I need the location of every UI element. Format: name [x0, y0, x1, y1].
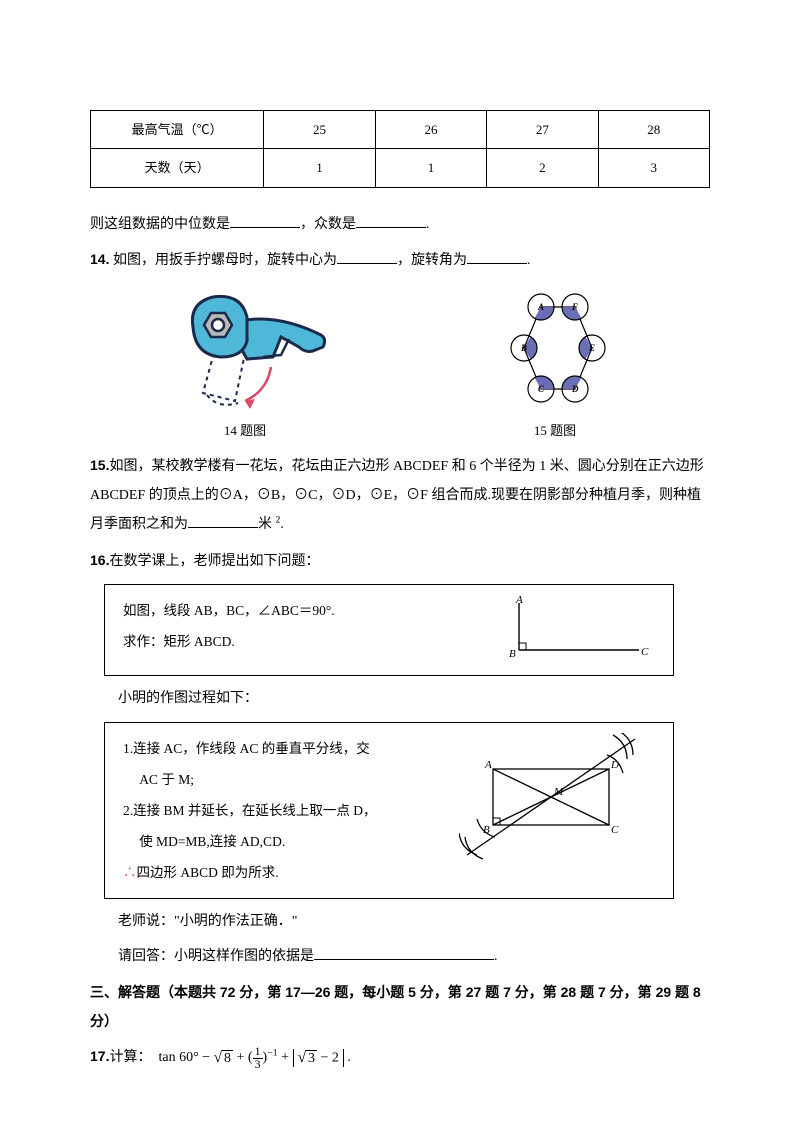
section3-heading: 三、解答题（本题共 72 分，第 17—26 题，每小题 5 分，第 27 题 …: [90, 978, 710, 1037]
svg-text:A: A: [484, 759, 492, 771]
q16-t1: 老师说："小明的作法正确．": [90, 907, 710, 936]
table-cell: 28: [598, 111, 709, 149]
table-cell: 3: [598, 149, 709, 187]
svg-text:M: M: [553, 786, 564, 798]
q14-text: 14. 如图，用扳手拧螺母时，旋转中心为，旋转角为.: [90, 245, 710, 275]
svg-text:C: C: [611, 824, 619, 836]
svg-text:C: C: [641, 646, 649, 658]
svg-text:D: D: [610, 759, 619, 771]
q16-box2: 1.连接 AC，作线段 AC 的垂直平分线，交 AC 于 M; 2.连接 BM …: [104, 722, 674, 899]
table-cell: 27: [487, 111, 598, 149]
right-angle-figure: A B C: [489, 595, 659, 665]
wrench-figure: [163, 283, 333, 413]
q16-box2-line: 2.连接 BM 并延长，在延长线上取一点 D，: [123, 795, 459, 826]
q16-mid: 小明的作图过程如下：: [90, 684, 710, 713]
q17-text: 17.计算： tan 60° − √8 + (13)−1 + √3 − 2 .: [90, 1042, 710, 1072]
table-cell: 天数（天）: [91, 149, 264, 187]
q16-box2-line: 使 MD=MB,连接 AD,CD.: [123, 826, 459, 857]
q16-box2-line: ∴四边形 ABCD 即为所求.: [123, 857, 459, 888]
table-cell: 1: [264, 149, 375, 187]
q15-text: 15.如图，某校教学楼有一花坛，花坛由正六边形 ABCDEF 和 6 个半径为 …: [90, 451, 710, 540]
q16-box2-text: 1.连接 AC，作线段 AC 的垂直平分线，交 AC 于 M; 2.连接 BM …: [123, 733, 459, 888]
hex-label: D: [571, 384, 579, 394]
table-row: 天数（天） 1 1 2 3: [91, 149, 710, 187]
hexagon-figure: A F E D C B: [478, 283, 638, 413]
q16-intro: 16.在数学课上，老师提出如下问题：: [90, 546, 710, 576]
q16-t2: 请回答：小明这样作图的依据是.: [90, 942, 710, 971]
q16-box1-line2: 求作：矩形 ABCD.: [123, 626, 489, 657]
hex-label: E: [588, 343, 595, 353]
table-row: 最高气温（℃） 25 26 27 28: [91, 111, 710, 149]
q13-tail: 则这组数据的中位数是，众数是.: [90, 210, 710, 239]
q16-box2-line: 1.连接 AC，作线段 AC 的垂直平分线，交: [123, 733, 459, 764]
q16-box1-text: 如图，线段 AB，BC，∠ABC＝90°. 求作：矩形 ABCD.: [123, 595, 489, 657]
fig15-caption: 15 题图: [534, 417, 576, 444]
hex-label: F: [571, 302, 578, 312]
svg-text:B: B: [509, 648, 516, 660]
figure-captions: 14 题图 15 题图: [90, 417, 710, 444]
q16-box2-line: AC 于 M;: [123, 764, 459, 795]
hex-label: C: [538, 384, 545, 394]
hex-label: B: [520, 343, 527, 353]
figure-row: A F E D C B: [90, 283, 710, 413]
table-cell: 25: [264, 111, 375, 149]
q16-box1-line1: 如图，线段 AB，BC，∠ABC＝90°.: [123, 595, 489, 626]
rectangle-construction-figure: A D B C M: [459, 733, 659, 863]
table-cell: 2: [487, 149, 598, 187]
table-cell: 26: [375, 111, 486, 149]
svg-text:B: B: [483, 824, 490, 836]
table-cell: 最高气温（℃）: [91, 111, 264, 149]
temperature-table: 最高气温（℃） 25 26 27 28 天数（天） 1 1 2 3: [90, 110, 710, 188]
svg-text:A: A: [515, 595, 523, 606]
q16-box1: 如图，线段 AB，BC，∠ABC＝90°. 求作：矩形 ABCD. A B C: [104, 584, 674, 676]
table-cell: 1: [375, 149, 486, 187]
fig14-caption: 14 题图: [224, 417, 266, 444]
hex-label: A: [537, 302, 544, 312]
